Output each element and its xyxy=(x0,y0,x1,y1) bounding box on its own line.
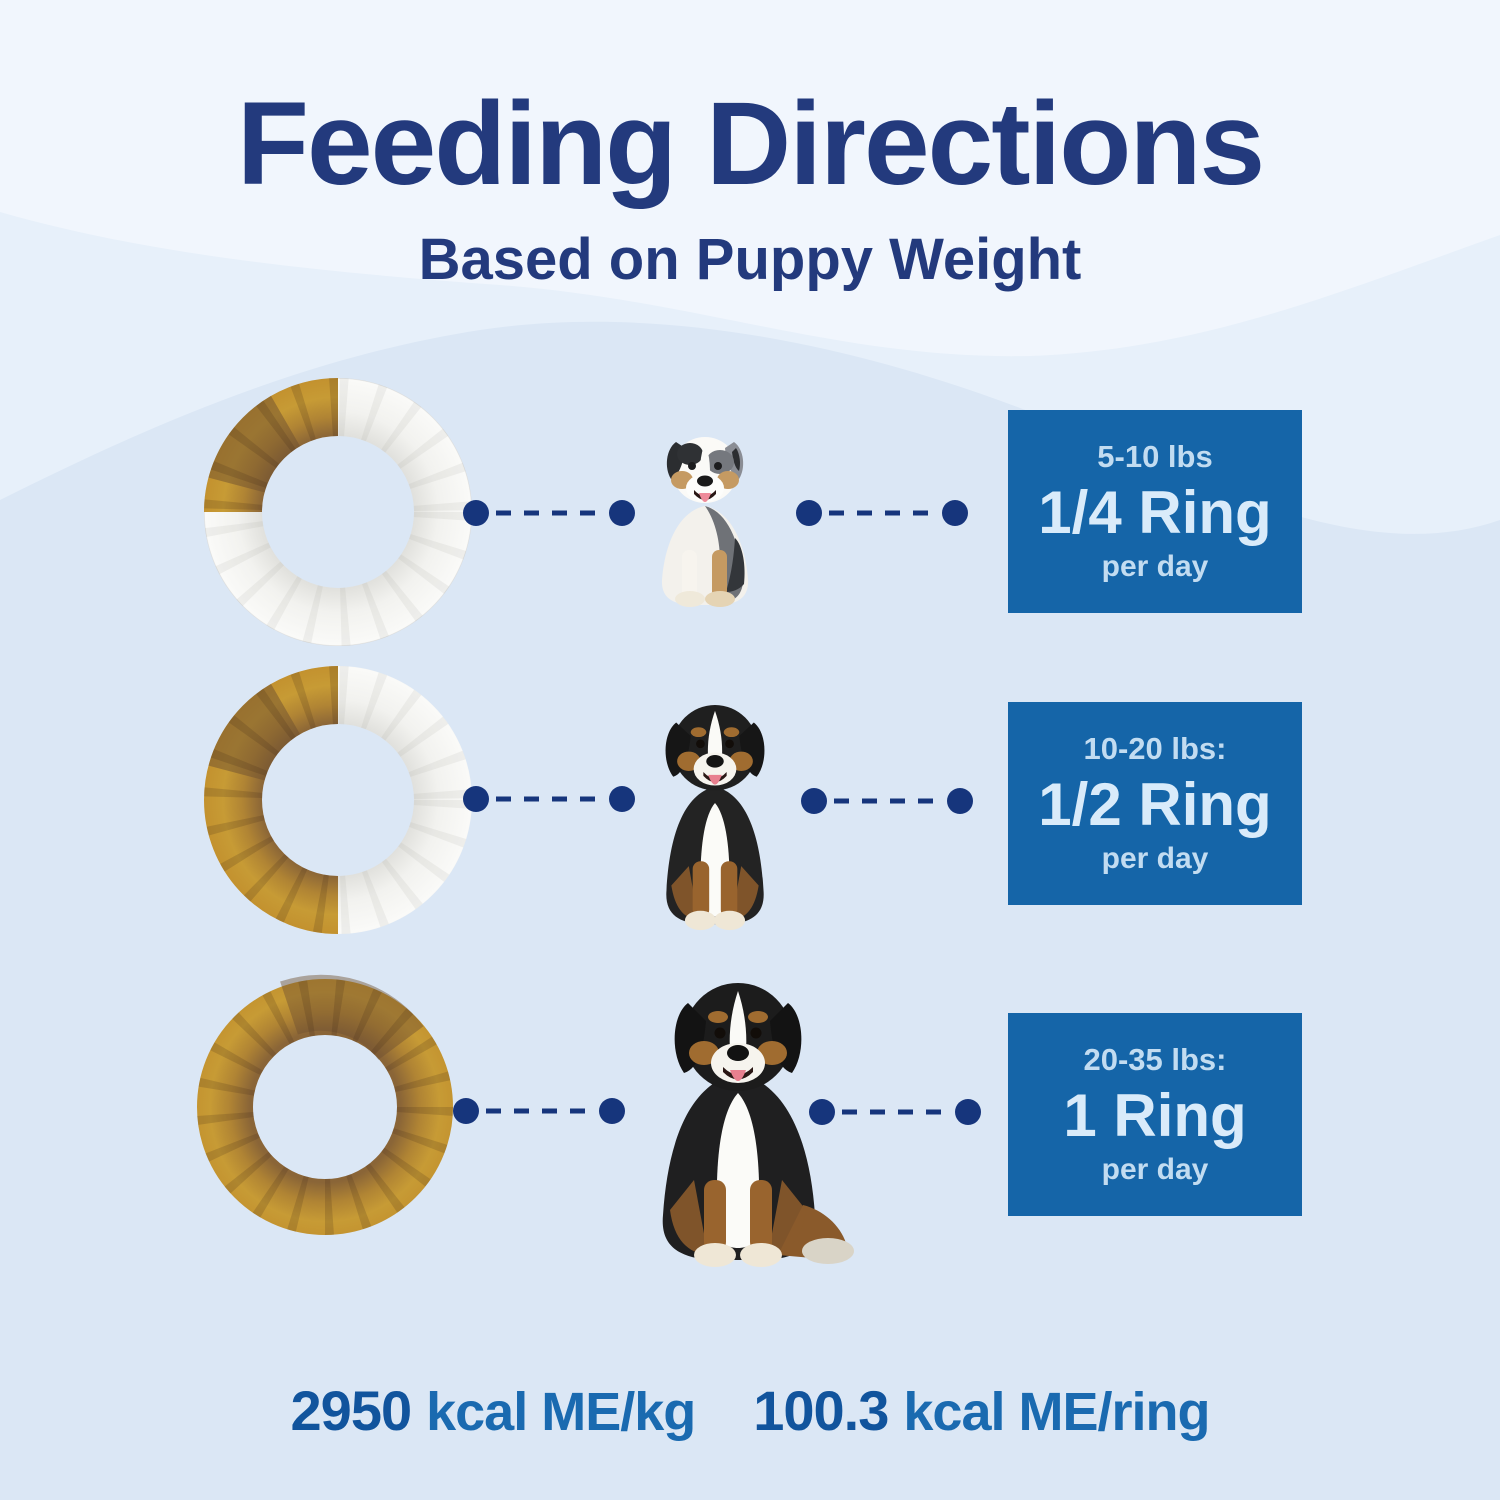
weight-range-label: 10-20 lbs: xyxy=(1083,731,1227,767)
ring-quarter-image xyxy=(204,378,472,646)
kcal-per-kg-unit: kcal ME/kg xyxy=(426,1382,696,1442)
dog-large-image xyxy=(662,983,854,1267)
connector-dashes xyxy=(463,500,635,526)
connector-dashes xyxy=(809,1099,981,1125)
ring-full-image xyxy=(197,974,453,1235)
connector-dashes xyxy=(463,786,635,812)
frequency-label: per day xyxy=(1101,549,1209,583)
kcal-per-kg-stat: 2950 kcal ME/kg xyxy=(290,1378,697,1443)
serving-box-large: 20-35 lbs: 1 Ring per day xyxy=(1008,1013,1302,1216)
page-title: Feeding Directions xyxy=(236,78,1265,210)
serving-amount-label: 1 Ring xyxy=(1063,1081,1247,1149)
weight-range-label: 5-10 lbs xyxy=(1097,439,1213,475)
frequency-label: per day xyxy=(1101,841,1209,875)
calorie-stats: 2950 kcal ME/kg 100.3 kcal ME/ring xyxy=(0,1378,1500,1443)
page-subtitle: Based on Puppy Weight xyxy=(418,227,1082,292)
kcal-per-ring-stat: 100.3 kcal ME/ring xyxy=(753,1378,1210,1443)
kcal-per-ring-value: 100.3 xyxy=(753,1379,889,1442)
connector-dashes xyxy=(801,788,973,814)
serving-amount-label: 1/4 Ring xyxy=(1038,478,1272,546)
kcal-per-kg-value: 2950 xyxy=(290,1379,413,1442)
frequency-label: per day xyxy=(1101,1152,1209,1186)
ring-half-image xyxy=(204,666,472,934)
connector-dashes xyxy=(453,1098,625,1124)
serving-amount-label: 1/2 Ring xyxy=(1038,770,1272,838)
serving-box-medium: 10-20 lbs: 1/2 Ring per day xyxy=(1008,702,1302,905)
weight-range-label: 20-35 lbs: xyxy=(1083,1042,1227,1078)
kcal-per-ring-unit: kcal ME/ring xyxy=(903,1382,1210,1442)
puppy-small-image xyxy=(661,437,749,607)
puppy-medium-image xyxy=(665,704,765,931)
connector-dashes xyxy=(796,500,968,526)
serving-box-small: 5-10 lbs 1/4 Ring per day xyxy=(1008,410,1302,613)
